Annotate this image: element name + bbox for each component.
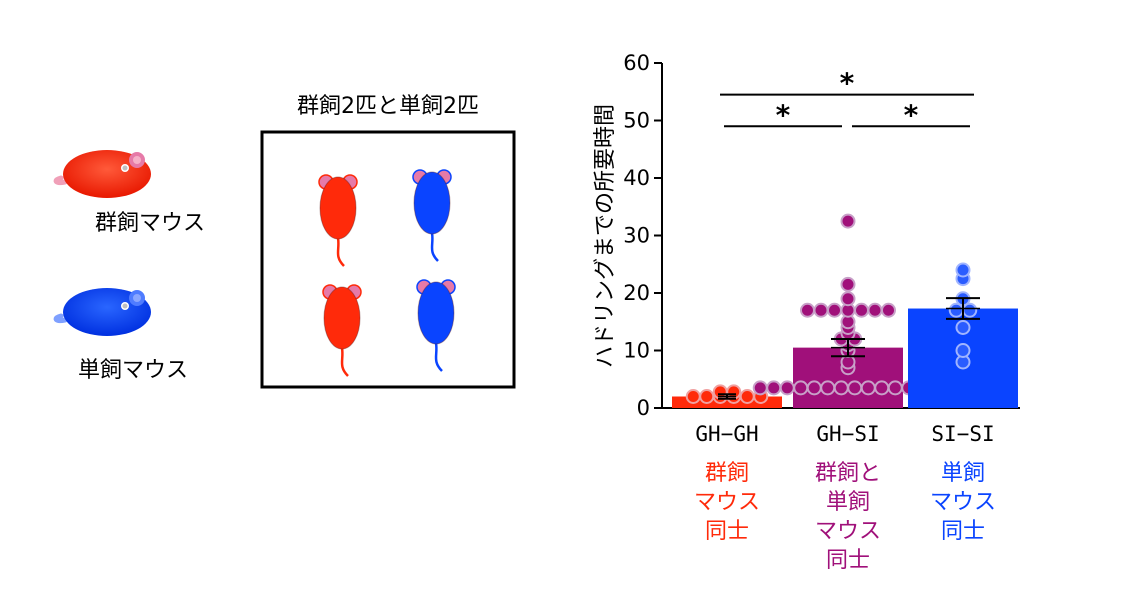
group-label: 群飼 xyxy=(705,461,749,486)
bar-chart: 0102030405060ハドリングまでの所要時間GH−GH群飼マウス同士GH−… xyxy=(593,51,1020,573)
mouse-side-blue-icon xyxy=(53,288,151,336)
y-tick-label: 10 xyxy=(623,339,650,363)
data-point xyxy=(779,380,795,396)
data-point xyxy=(955,343,971,358)
y-tick-label: 20 xyxy=(623,281,650,305)
y-tick-label: 30 xyxy=(623,224,650,248)
legend-group-housed: 群飼マウス xyxy=(95,211,205,236)
significance-star: * xyxy=(776,98,791,131)
data-point xyxy=(800,302,815,318)
mouse-side-red-icon xyxy=(53,150,151,198)
group-label: マウス xyxy=(694,490,760,515)
mouse-top-red-icon xyxy=(318,174,358,267)
data-point xyxy=(685,389,701,404)
arena-mice xyxy=(318,169,456,377)
group-label: 単飼 xyxy=(826,490,870,515)
data-point xyxy=(854,302,869,318)
group-label: 同士 xyxy=(705,519,749,544)
y-tick-label: 60 xyxy=(623,51,650,75)
data-point xyxy=(887,380,903,396)
group-label: 群飼と xyxy=(815,461,881,486)
y-tick-label: 50 xyxy=(623,109,650,133)
data-point xyxy=(874,380,890,396)
mouse-top-red-icon xyxy=(322,284,362,377)
data-point xyxy=(840,291,856,307)
data-point xyxy=(840,213,856,229)
data-point xyxy=(806,380,822,396)
category-label: GH−SI xyxy=(816,422,879,446)
data-point xyxy=(955,262,971,278)
mouse-top-blue-icon xyxy=(416,279,456,372)
category-label: SI−SI xyxy=(931,422,994,446)
arena-box xyxy=(260,130,516,389)
data-point xyxy=(766,380,782,396)
group-label: マウス xyxy=(815,519,881,544)
data-point xyxy=(699,389,715,404)
data-point xyxy=(860,380,876,396)
mouse-top-blue-icon xyxy=(412,169,452,262)
group-label: 単飼 xyxy=(941,461,985,486)
y-tick-label: 0 xyxy=(637,396,650,420)
bar xyxy=(672,396,782,408)
significance-star: * xyxy=(904,98,919,131)
legend-single-housed: 単飼マウス xyxy=(78,358,188,383)
data-point xyxy=(881,302,896,318)
data-point xyxy=(955,320,971,335)
group-label: 同士 xyxy=(826,548,870,573)
data-point xyxy=(739,389,755,404)
y-tick-label: 40 xyxy=(623,166,650,190)
data-point xyxy=(867,302,883,318)
group-label: 同士 xyxy=(941,519,985,544)
data-point xyxy=(820,380,836,396)
arena-title: 群飼2匹と単飼2匹 xyxy=(297,94,479,119)
group-label: マウス xyxy=(930,490,996,515)
data-point xyxy=(847,380,863,396)
data-point xyxy=(827,302,842,318)
significance-star: * xyxy=(840,67,855,100)
data-point xyxy=(833,380,849,396)
data-point xyxy=(793,380,809,396)
y-axis-title: ハドリングまでの所要時間 xyxy=(593,104,618,368)
data-point xyxy=(813,302,829,318)
category-label: GH−GH xyxy=(695,422,758,446)
data-point xyxy=(840,276,856,292)
data-point xyxy=(752,380,768,396)
